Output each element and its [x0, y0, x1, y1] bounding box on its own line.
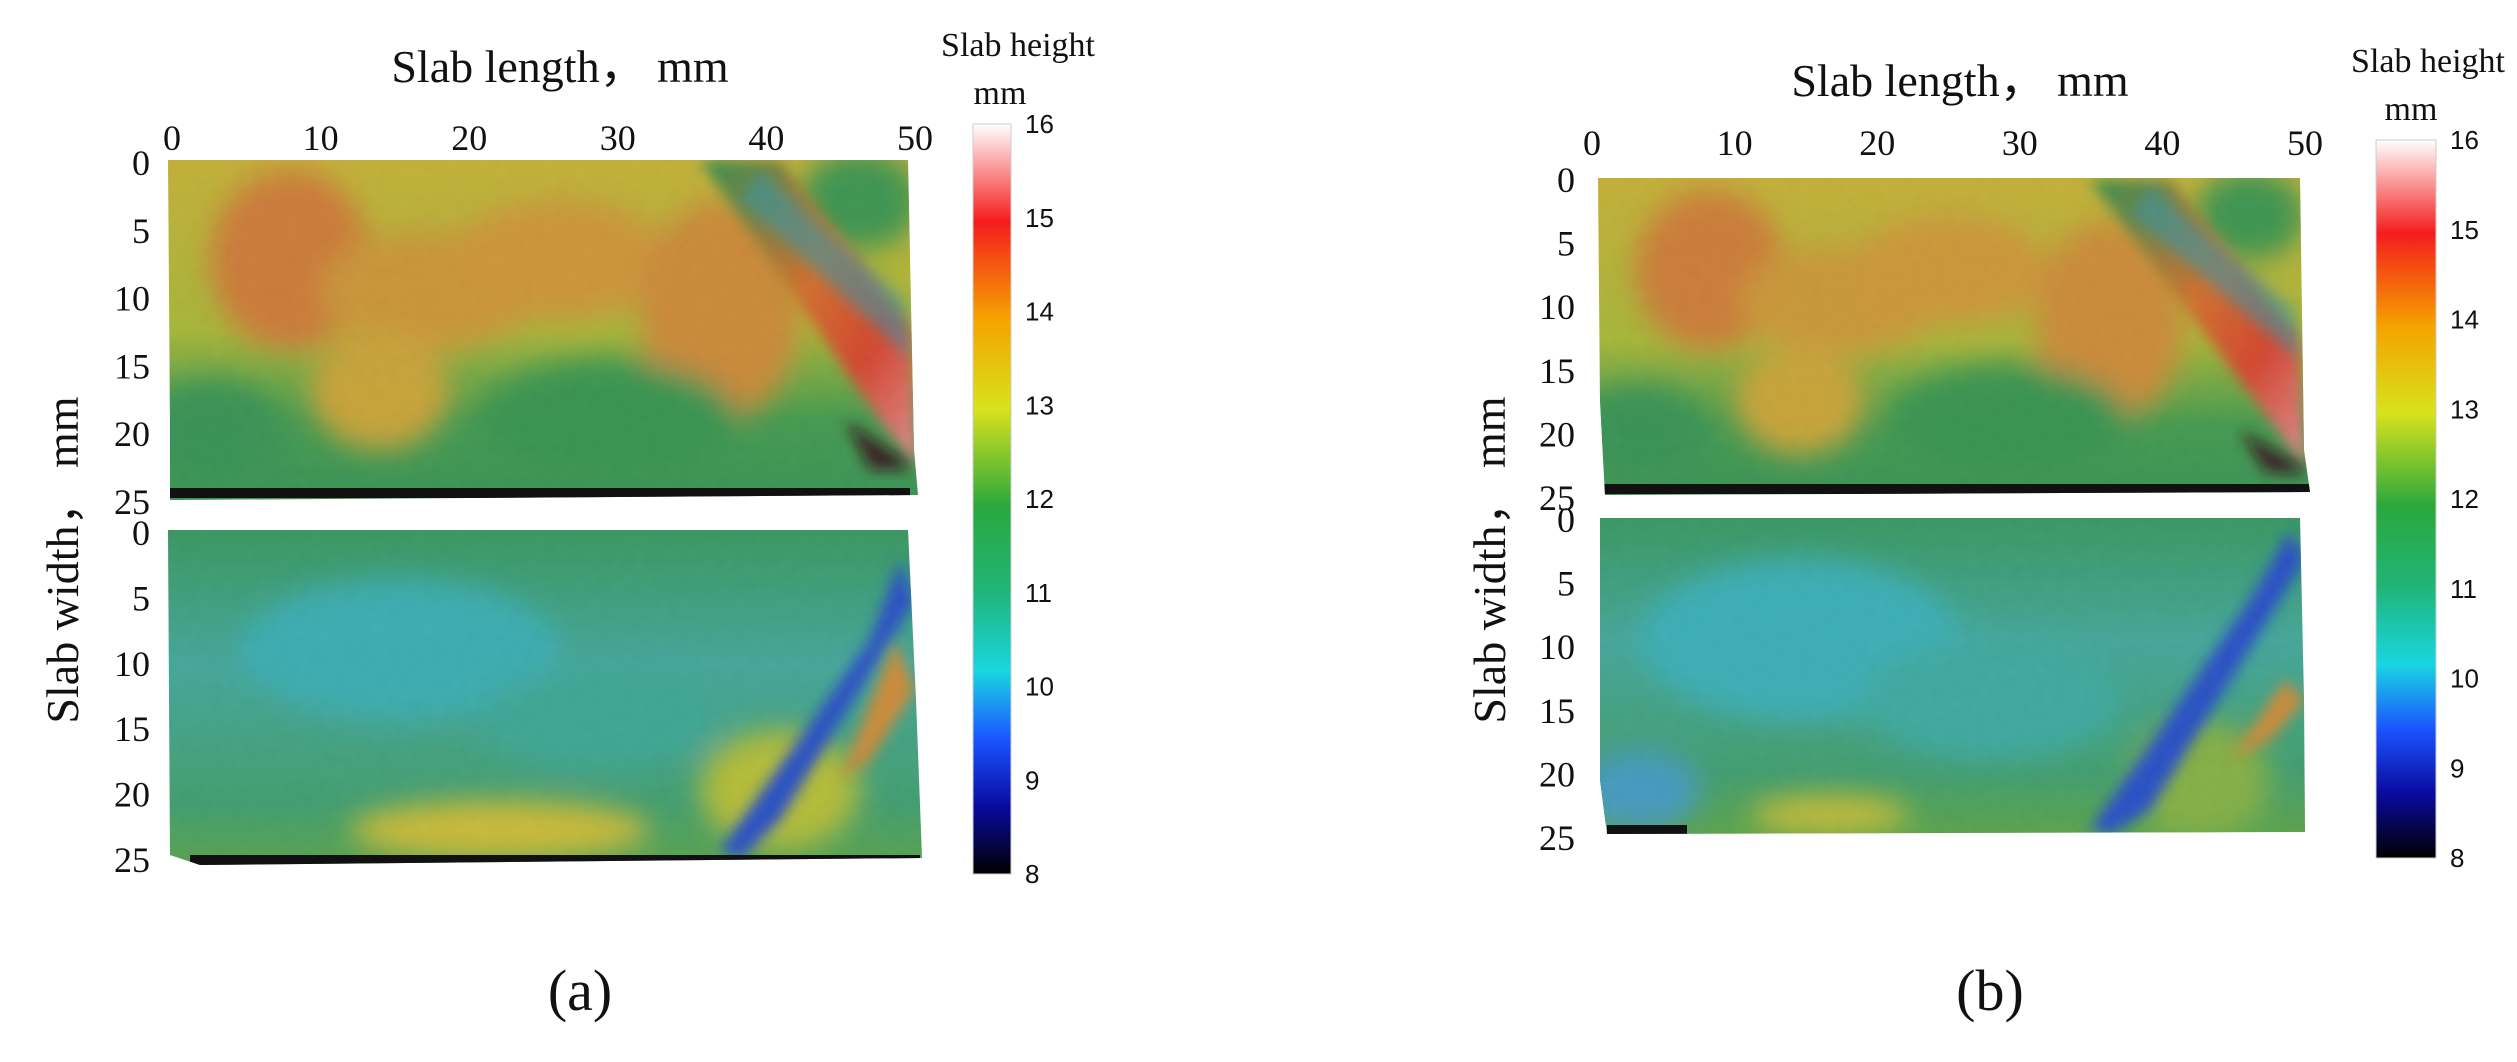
colorbar-tick-label: 8 — [1025, 859, 1039, 889]
x-tick-label: 40 — [2144, 123, 2180, 163]
y-tick-label: 15 — [1539, 691, 1575, 731]
colorbar-tick-label: 8 — [2450, 843, 2464, 873]
colorbar-unit: mm — [974, 75, 1027, 112]
y-tick-label: 25 — [114, 840, 150, 880]
colorbar-tick-label: 10 — [1025, 672, 1054, 702]
y-tick-labels-bottom: 0 5 10 15 20 25 — [114, 513, 150, 880]
y-tick-label: 5 — [1557, 564, 1575, 604]
y-tick-label: 0 — [1557, 500, 1575, 540]
colorbar: Slab height mm 16 15 14 13 12 11 10 9 8 — [941, 27, 1095, 889]
y-tick-labels-top: 0 5 10 15 20 25 — [114, 143, 150, 522]
x-tick-label: 40 — [748, 118, 784, 158]
x-tick-label: 50 — [2287, 123, 2323, 163]
colorbar-gradient — [2375, 139, 2437, 859]
y-tick-label: 20 — [114, 775, 150, 815]
x-tick-labels: 0 10 20 30 40 50 — [163, 118, 933, 158]
y-axis-label: Slab width， mm — [1464, 396, 1515, 723]
y-tick-label: 10 — [114, 644, 150, 684]
colorbar-tick-label: 12 — [1025, 484, 1054, 514]
colorbar-tick-label: 11 — [2450, 574, 2477, 604]
y-tick-label: 5 — [1557, 224, 1575, 264]
y-tick-label: 5 — [132, 211, 150, 251]
y-tick-label: 15 — [114, 346, 150, 386]
y-tick-label: 0 — [132, 143, 150, 183]
height-surface-upper — [168, 160, 918, 500]
y-tick-label: 5 — [132, 578, 150, 618]
colorbar-tick-label: 14 — [2450, 305, 2479, 335]
y-tick-label: 0 — [132, 513, 150, 553]
colorbar-tick-label: 9 — [1025, 765, 1039, 795]
x-tick-label: 30 — [600, 118, 636, 158]
y-tick-label: 10 — [1539, 287, 1575, 327]
panel-label: (b) — [1956, 958, 2024, 1023]
panel-a: Slab length， mm 0 10 20 30 40 50 Slab width， … — [37, 27, 1096, 1023]
colorbar-tick-label: 9 — [2450, 753, 2464, 783]
y-tick-label: 20 — [114, 414, 150, 454]
colorbar-tick-label: 15 — [2450, 215, 2479, 245]
height-surface-lower — [1600, 518, 2305, 834]
y-tick-label: 25 — [114, 482, 150, 522]
colorbar-title: Slab height — [941, 27, 1095, 64]
x-tick-label: 20 — [451, 118, 487, 158]
colorbar-tick-labels: 16 15 14 13 12 11 10 9 8 — [1025, 109, 1054, 889]
x-tick-label: 20 — [1859, 123, 1895, 163]
colorbar-tick-label: 16 — [2450, 125, 2479, 155]
colorbar-tick-label: 12 — [2450, 484, 2479, 514]
y-tick-label: 20 — [1539, 754, 1575, 794]
y-tick-label: 20 — [1539, 414, 1575, 454]
colorbar-tick-label: 16 — [1025, 109, 1054, 139]
colorbar-tick-labels: 16 15 14 13 12 11 10 9 8 — [2450, 125, 2479, 873]
panel-b: Slab length， mm 0 10 20 30 40 50 Slab width， … — [1464, 43, 2506, 1023]
y-tick-label: 15 — [1539, 351, 1575, 391]
colorbar-tick-label: 11 — [1025, 578, 1052, 608]
x-axis-label: Slab length， mm — [1791, 55, 2129, 106]
colorbar-tick-label: 15 — [1025, 203, 1054, 233]
x-axis-label: Slab length， mm — [391, 41, 729, 92]
panel-label: (a) — [548, 958, 612, 1023]
colorbar: Slab height mm 16 15 14 13 12 11 10 9 8 — [2351, 43, 2505, 873]
colorbar-unit: mm — [2385, 91, 2438, 128]
x-tick-label: 10 — [303, 118, 339, 158]
colorbar-title: Slab height — [2351, 43, 2505, 80]
y-tick-label: 15 — [114, 709, 150, 749]
x-tick-label: 0 — [163, 118, 181, 158]
colorbar-tick-label: 13 — [2450, 394, 2479, 424]
y-tick-labels-bottom: 0 5 10 15 20 25 — [1539, 500, 1575, 858]
y-tick-label: 10 — [1539, 627, 1575, 667]
x-tick-label: 10 — [1717, 123, 1753, 163]
x-tick-label: 30 — [2002, 123, 2038, 163]
x-tick-label: 50 — [897, 118, 933, 158]
y-tick-label: 25 — [1539, 818, 1575, 858]
colorbar-gradient — [972, 123, 1012, 875]
colorbar-tick-label: 13 — [1025, 390, 1054, 420]
y-axis-label: Slab width， mm — [37, 396, 88, 723]
x-tick-labels: 0 10 20 30 40 50 — [1583, 123, 2323, 163]
x-tick-label: 0 — [1583, 123, 1601, 163]
colorbar-tick-label: 14 — [1025, 297, 1054, 327]
y-tick-labels-top: 0 5 10 15 20 25 — [1539, 160, 1575, 518]
height-surface-upper — [1598, 178, 2310, 495]
colorbar-tick-label: 10 — [2450, 664, 2479, 694]
height-surface-lower — [168, 530, 922, 865]
y-tick-label: 0 — [1557, 160, 1575, 200]
y-tick-label: 25 — [1539, 478, 1575, 518]
y-tick-label: 10 — [114, 279, 150, 319]
